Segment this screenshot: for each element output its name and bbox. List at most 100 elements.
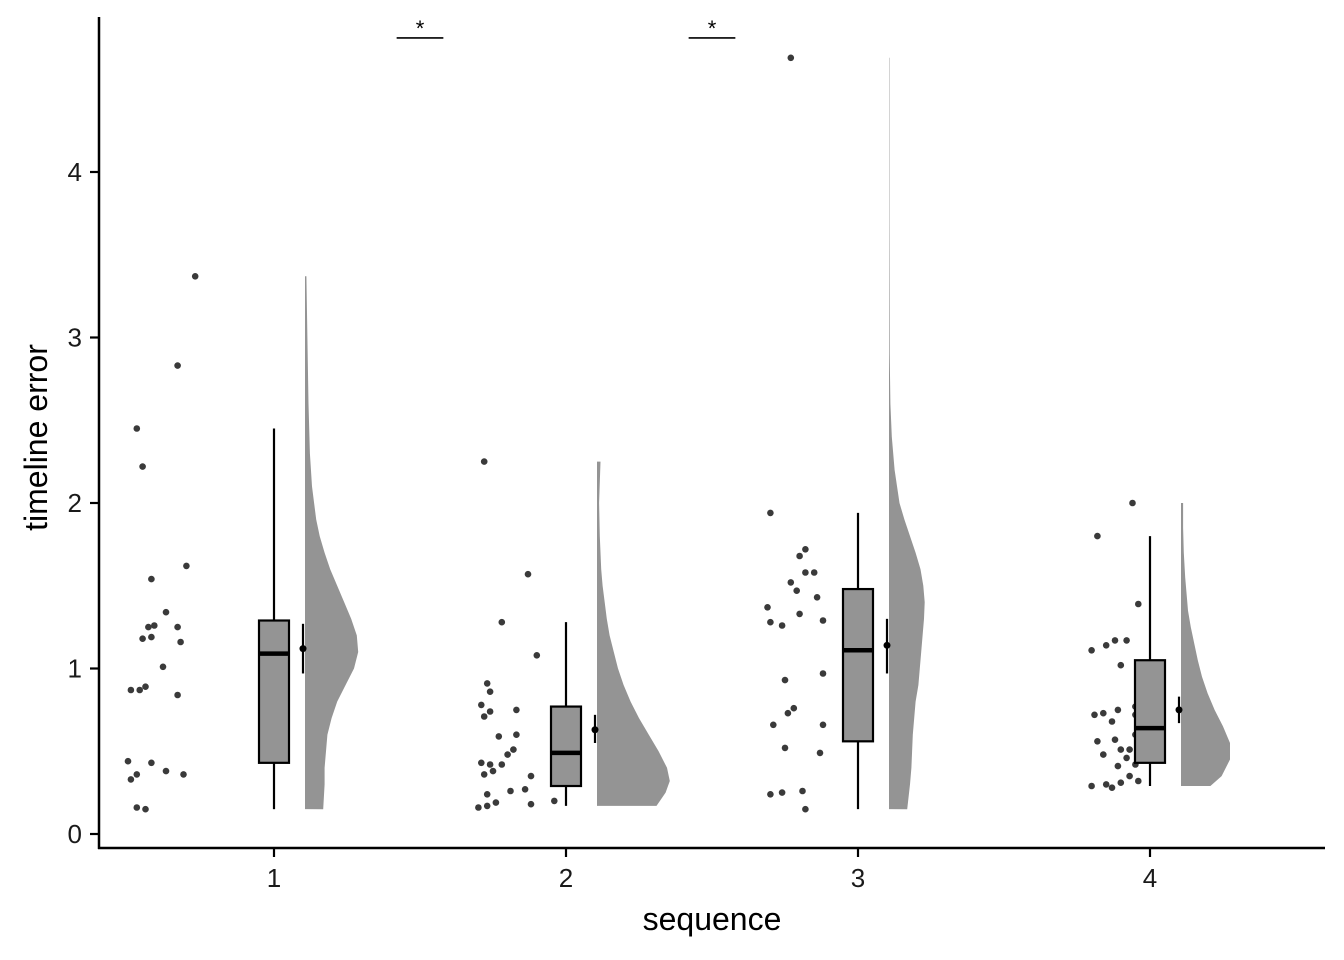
data-point [162,608,170,616]
density-cloud [1181,503,1230,787]
axes: 0 1 2 3 4 1 2 3 4 sequence timeline error [18,17,1325,937]
box [257,619,291,764]
data-point [802,805,809,813]
data-point [1102,642,1110,649]
data-point [802,546,809,553]
x-tick-label: 1 [267,863,281,893]
x-axis-title: sequence [643,901,782,937]
data-point [151,622,158,629]
data-point [819,670,827,677]
x-tick-label: 3 [851,863,865,893]
data-point [778,789,786,796]
data-point [1088,647,1095,654]
data-point [1129,499,1136,507]
data-point [767,791,774,798]
data-point [1094,532,1101,540]
data-point [527,800,535,808]
data-point [148,575,155,583]
data-point [142,805,149,813]
data-point [1123,754,1130,762]
x-tick-label: 2 [559,863,573,893]
data-point [781,744,789,752]
data-point [524,570,532,578]
data-point [819,617,827,624]
data-point [819,721,827,729]
data-point [480,458,488,465]
mean-point [1175,706,1183,714]
data-point [486,708,494,715]
data-point [802,569,809,576]
box [1133,659,1167,764]
significance-annotations: * * [396,16,736,41]
data-point [180,771,187,778]
data-point [486,761,494,768]
data-point [483,802,491,810]
data-point [767,618,774,626]
data-point [498,618,506,626]
x-tick-label: 4 [1143,863,1157,893]
data-point [1111,637,1119,644]
data-point [504,751,511,758]
data-point [781,676,789,684]
data-point [133,425,141,432]
data-point [796,552,803,560]
data-point [813,594,821,601]
data-point [495,733,503,740]
data-point [1114,706,1122,714]
data-point [1135,600,1142,608]
data-point [787,54,795,62]
data-point [787,579,795,586]
group-4 [1088,499,1230,791]
data-point [521,786,529,793]
y-tick-label: 0 [68,819,82,849]
data-point [810,569,818,576]
mean-point [883,641,891,649]
data-point [1100,709,1107,717]
density-cloud [597,461,670,806]
data-point [1126,746,1133,753]
data-point [790,704,798,712]
data-point [1094,738,1101,745]
data-point [492,799,500,806]
significance-bracket: * [396,16,444,41]
box [549,705,583,788]
data-point [1091,711,1098,719]
y-axis-ticks: 0 1 2 3 4 [68,157,99,849]
data-point [139,463,146,470]
data-point [177,638,184,646]
data-point [136,686,143,694]
significance-label: * [416,16,425,41]
data-point [816,749,824,757]
data-point [483,791,491,798]
data-point [475,804,482,811]
data-point [127,776,135,783]
data-point [159,663,167,671]
data-point [1117,661,1125,669]
data-point [478,701,485,709]
data-point [478,759,485,767]
y-tick-label: 2 [68,488,82,518]
data-point [551,797,558,805]
plot-area [124,54,1230,813]
group-3 [764,54,925,813]
data-point [191,273,199,280]
data-point [1111,736,1119,743]
group-2 [475,458,670,811]
data-point [510,746,517,753]
data-point [480,713,488,720]
data-point [513,731,520,738]
data-point [133,804,141,811]
data-point [1100,751,1107,758]
y-tick-label: 3 [68,323,82,353]
data-point [145,623,152,631]
data-point [778,622,786,629]
data-point [796,610,803,618]
density-cloud [305,276,359,810]
data-point [498,761,506,768]
box [841,587,875,743]
y-tick-label: 1 [68,654,82,684]
mean-point [299,645,307,653]
data-point [507,787,514,795]
x-axis-ticks: 1 2 3 4 [267,848,1157,893]
